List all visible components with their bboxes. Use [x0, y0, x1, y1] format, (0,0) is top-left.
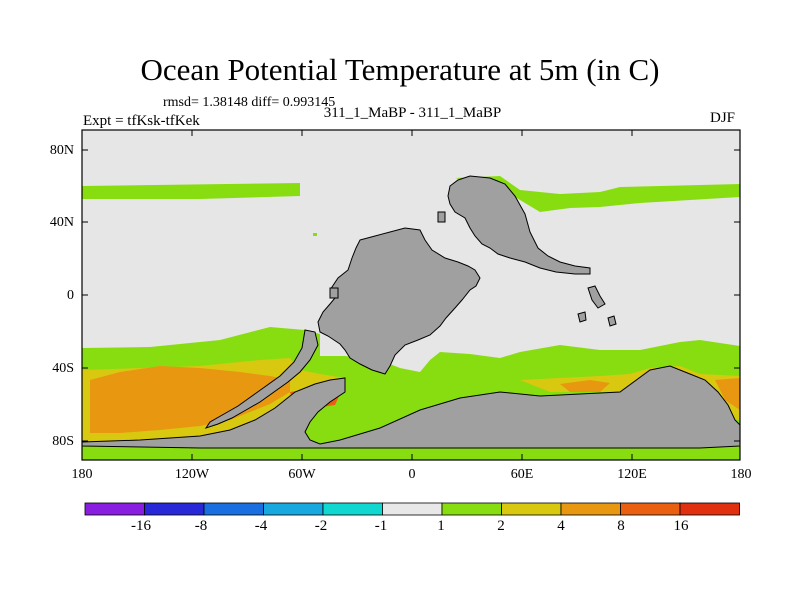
north-atlantic-warm-band [455, 176, 740, 212]
antarctica-continent [82, 365, 740, 449]
lon-tick-60w: 60W [288, 467, 316, 482]
colorbar-box-9 [620, 502, 681, 516]
colorbar-label-neg2: -2 [314, 518, 328, 534]
lon-tick-marks [191, 130, 633, 460]
colorbar-box-8 [560, 502, 621, 516]
lat-tick-40n: 40N [49, 215, 74, 230]
season-label: DJF [710, 110, 736, 126]
colorbar-label-neg1: -1 [374, 518, 388, 534]
experiment-subtitle: 311_1_MaBP - 311_1_MaBP [323, 105, 502, 121]
antarctic-peninsula-ridge [204, 329, 319, 429]
lon-tick-0: 0 [408, 467, 416, 482]
colorbar-box-5 [382, 502, 443, 516]
colorbar-box-4 [322, 502, 383, 516]
lat-tick-80n: 80N [49, 143, 74, 158]
north-pacific-warm-band [82, 183, 300, 199]
colorbar-label-neg16: -16 [131, 518, 151, 534]
lat-tick-40s: 40S [52, 361, 74, 376]
small-island-1 [577, 311, 587, 323]
colorbar-label-8: 8 [617, 518, 625, 534]
colorbar-box-10 [679, 502, 740, 516]
colorbar-box-3 [263, 502, 324, 516]
small-island-2 [607, 315, 617, 327]
colorbar-label-1: 1 [437, 518, 445, 534]
lon-tick-60e: 60E [510, 467, 534, 482]
lat-tick-marks [82, 149, 740, 442]
experiment-label: Expt = tfKsk-tfKek [83, 113, 200, 129]
lon-tick-180e: 180 [730, 467, 752, 482]
colorbar-box-0 [84, 502, 145, 516]
small-island-3 [437, 211, 446, 223]
rmsd-diff-stats: rmsd= 1.38148 diff= 0.993145 [163, 95, 336, 110]
lon-tick-120e: 120E [617, 467, 647, 482]
colorbar-label-4: 4 [557, 518, 565, 534]
colorbar-box-1 [144, 502, 205, 516]
colorbar-box-2 [203, 502, 264, 516]
south-indian-orange-patch [560, 380, 610, 392]
small-island-4 [329, 287, 339, 299]
southeast-asia-islands [587, 285, 606, 309]
lon-tick-180w: 180 [71, 467, 93, 482]
small-warm-patch [313, 233, 317, 236]
plot-title: Ocean Potential Temperature at 5m (in C) [140, 52, 660, 87]
east-edge-orange-patch [715, 378, 740, 410]
map-field [82, 130, 740, 460]
south-pacific-orange-zone [90, 366, 290, 433]
colorbar-box-6 [441, 502, 502, 516]
colorbar-label-16: 16 [673, 518, 689, 534]
colorbar-label-2: 2 [497, 518, 505, 534]
eurasia-continent [447, 175, 591, 275]
lon-tick-120w: 120W [174, 467, 210, 482]
lat-tick-80s: 80S [52, 434, 74, 449]
colorbar-box-7 [501, 502, 562, 516]
colorbar-label-neg8: -8 [194, 518, 208, 534]
colorbar [84, 502, 740, 516]
colorbar-label-neg4: -4 [254, 518, 268, 534]
lat-tick-0: 0 [67, 288, 74, 303]
land-masses [82, 175, 740, 449]
americas-continent [317, 227, 481, 375]
